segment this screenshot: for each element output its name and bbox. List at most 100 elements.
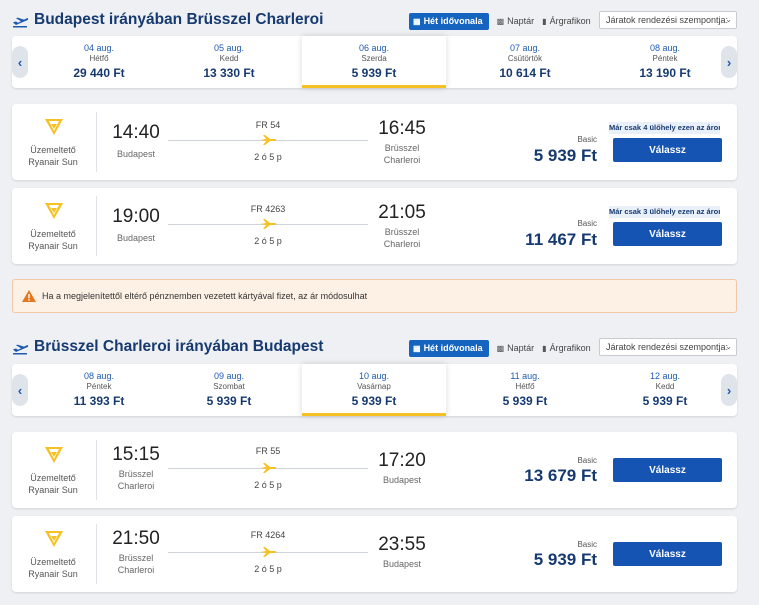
day-tab-selected[interactable]: 10 aug. Vasárnap 5 939 Ft xyxy=(302,364,446,416)
price-chart-button[interactable]: ▮ Árgrafikon xyxy=(542,16,591,26)
flight-card: Üzemeltető Ryanair Sun 15:15 Brüsszel Cha… xyxy=(12,432,737,508)
chevron-down-icon: ⌄ xyxy=(725,342,732,351)
flight-number: FR 55 xyxy=(255,446,281,456)
arrival-place: Brüsszel Charleroi xyxy=(383,227,421,249)
price-chart-button[interactable]: ▮ Árgrafikon xyxy=(542,343,591,353)
departure-time: 21:50 xyxy=(112,528,160,549)
ryanair-logo-icon xyxy=(45,203,63,219)
flight-number: FR 4263 xyxy=(250,204,286,214)
duration: 2 ó 5 p xyxy=(254,152,282,162)
operator-label: Üzemeltető xyxy=(30,557,76,567)
flight-price: 5 939 Ft xyxy=(533,550,597,569)
departure-time: 19:00 xyxy=(112,206,160,227)
calendar-view-button[interactable]: ▩ Naptár xyxy=(496,16,535,26)
ryanair-logo-icon xyxy=(45,119,63,135)
flight-card: Üzemeltető Ryanair Sun 21:50 Brüsszel Cha… xyxy=(12,516,737,592)
divider xyxy=(96,112,97,172)
inbound-header: Brüsszel Charleroi irányában Budapest ▦ H… xyxy=(0,337,759,361)
ryanair-logo-icon xyxy=(45,531,63,547)
outbound-header: Budapest irányában Brüsszel Charleroi ▦ H… xyxy=(0,10,759,34)
plane-takeoff-icon xyxy=(13,344,28,355)
flight-number: FR 4264 xyxy=(250,530,286,540)
outbound-title: Budapest irányában Brüsszel Charleroi xyxy=(34,11,324,28)
arrival-place: Brüsszel Charleroi xyxy=(383,143,421,165)
plane-takeoff-icon xyxy=(13,17,28,28)
week-timeline-button[interactable]: ▦ Hét idővonala xyxy=(409,12,489,30)
warning-text: Ha a megjelenítettől eltérő pénznemben v… xyxy=(42,291,368,301)
bar-chart-icon: ▮ xyxy=(542,16,547,26)
departure-place: Brüsszel Charleroi xyxy=(117,469,155,491)
calendar-week-icon: ▦ xyxy=(413,343,421,353)
day-tab[interactable]: 04 aug. Hétfő 29 440 Ft xyxy=(73,43,125,80)
calendar-icon: ▩ xyxy=(496,16,505,26)
duration: 2 ó 5 p xyxy=(254,480,282,490)
operator-name: Ryanair Sun xyxy=(28,157,78,167)
arrival-place: Budapest xyxy=(382,475,422,485)
fare-type: Basic xyxy=(577,135,597,144)
operator-name: Ryanair Sun xyxy=(28,485,78,495)
plane-icon xyxy=(260,135,277,145)
sort-select[interactable]: Járatok rendezési szempontja: ⌄ xyxy=(599,11,737,29)
duration: 2 ó 5 p xyxy=(254,564,282,574)
flight-card: Üzemeltető Ryanair Sun 14:40 Budapest FR… xyxy=(12,104,737,180)
divider xyxy=(96,440,97,500)
next-week-arrow[interactable]: › xyxy=(721,374,737,406)
divider xyxy=(96,196,97,256)
plane-icon xyxy=(260,219,277,229)
flight-card: Üzemeltető Ryanair Sun 19:00 Budapest FR… xyxy=(12,188,737,264)
calendar-view-button[interactable]: ▩ Naptár xyxy=(496,343,535,353)
arrival-place: Budapest xyxy=(382,559,422,569)
day-tab[interactable]: 12 aug. Kedd 5 939 Ft xyxy=(642,371,688,408)
arrival-time: 23:55 xyxy=(378,534,426,555)
plane-icon xyxy=(260,463,277,473)
departure-place: Budapest xyxy=(116,233,156,243)
flight-price: 5 939 Ft xyxy=(533,146,597,165)
operator-name: Ryanair Sun xyxy=(28,569,78,579)
flight-number: FR 54 xyxy=(255,120,281,130)
week-timeline-button[interactable]: ▦ Hét idővonala xyxy=(409,339,489,357)
day-tab-selected[interactable]: 06 aug. Szerda 5 939 Ft xyxy=(302,36,446,88)
flight-price: 13 679 Ft xyxy=(524,466,597,485)
select-flight-button[interactable]: Válassz xyxy=(613,458,722,482)
flight-price: 11 467 Ft xyxy=(525,230,597,249)
calendar-icon: ▩ xyxy=(496,343,505,353)
duration: 2 ó 5 p xyxy=(254,236,282,246)
bar-chart-icon: ▮ xyxy=(542,343,547,353)
operator-label: Üzemeltető xyxy=(30,145,76,155)
chevron-down-icon: ⌄ xyxy=(725,15,732,24)
day-tab[interactable]: 08 aug. Péntek 13 190 Ft xyxy=(639,43,691,80)
seats-left-badge: Már csak 3 ülőhely ezen az áron xyxy=(609,206,720,218)
calendar-week-icon: ▦ xyxy=(413,16,421,26)
warning-icon xyxy=(22,290,36,302)
fare-type: Basic xyxy=(577,219,597,228)
divider xyxy=(96,524,97,584)
day-tab[interactable]: 09 aug. Szombat 5 939 Ft xyxy=(206,371,252,408)
outbound-date-strip: ‹ 04 aug. Hétfő 29 440 Ft 05 aug. Kedd 13 33… xyxy=(12,36,737,88)
operator-label: Üzemeltető xyxy=(30,229,76,239)
arrival-time: 16:45 xyxy=(378,118,426,139)
arrival-time: 21:05 xyxy=(378,202,426,223)
next-week-arrow[interactable]: › xyxy=(721,46,737,78)
inbound-date-strip: ‹ 08 aug. Péntek 11 393 Ft 09 aug. Szombat 5… xyxy=(12,364,737,416)
day-tab[interactable]: 07 aug. Csütörtök 10 614 Ft xyxy=(499,43,551,80)
operator-name: Ryanair Sun xyxy=(28,241,78,251)
departure-time: 14:40 xyxy=(112,122,160,143)
currency-warning: Ha a megjelenítettől eltérő pénznemben v… xyxy=(12,279,737,313)
prev-week-arrow[interactable]: ‹ xyxy=(12,374,28,406)
fare-type: Basic xyxy=(577,456,597,465)
day-tab[interactable]: 08 aug. Péntek 11 393 Ft xyxy=(73,371,125,408)
inbound-title: Brüsszel Charleroi irányában Budapest xyxy=(34,338,324,355)
plane-icon xyxy=(260,547,277,557)
departure-place: Budapest xyxy=(116,149,156,159)
select-flight-button[interactable]: Válassz xyxy=(613,222,722,246)
prev-week-arrow[interactable]: ‹ xyxy=(12,46,28,78)
select-flight-button[interactable]: Válassz xyxy=(613,138,722,162)
sort-select[interactable]: Járatok rendezési szempontja: ⌄ xyxy=(599,338,737,356)
operator-label: Üzemeltető xyxy=(30,473,76,483)
day-tab[interactable]: 11 aug. Hétfő 5 939 Ft xyxy=(502,371,548,408)
day-tab[interactable]: 05 aug. Kedd 13 330 Ft xyxy=(203,43,255,80)
departure-place: Brüsszel Charleroi xyxy=(117,553,155,575)
fare-type: Basic xyxy=(577,540,597,549)
select-flight-button[interactable]: Válassz xyxy=(613,542,722,566)
departure-time: 15:15 xyxy=(112,444,160,465)
